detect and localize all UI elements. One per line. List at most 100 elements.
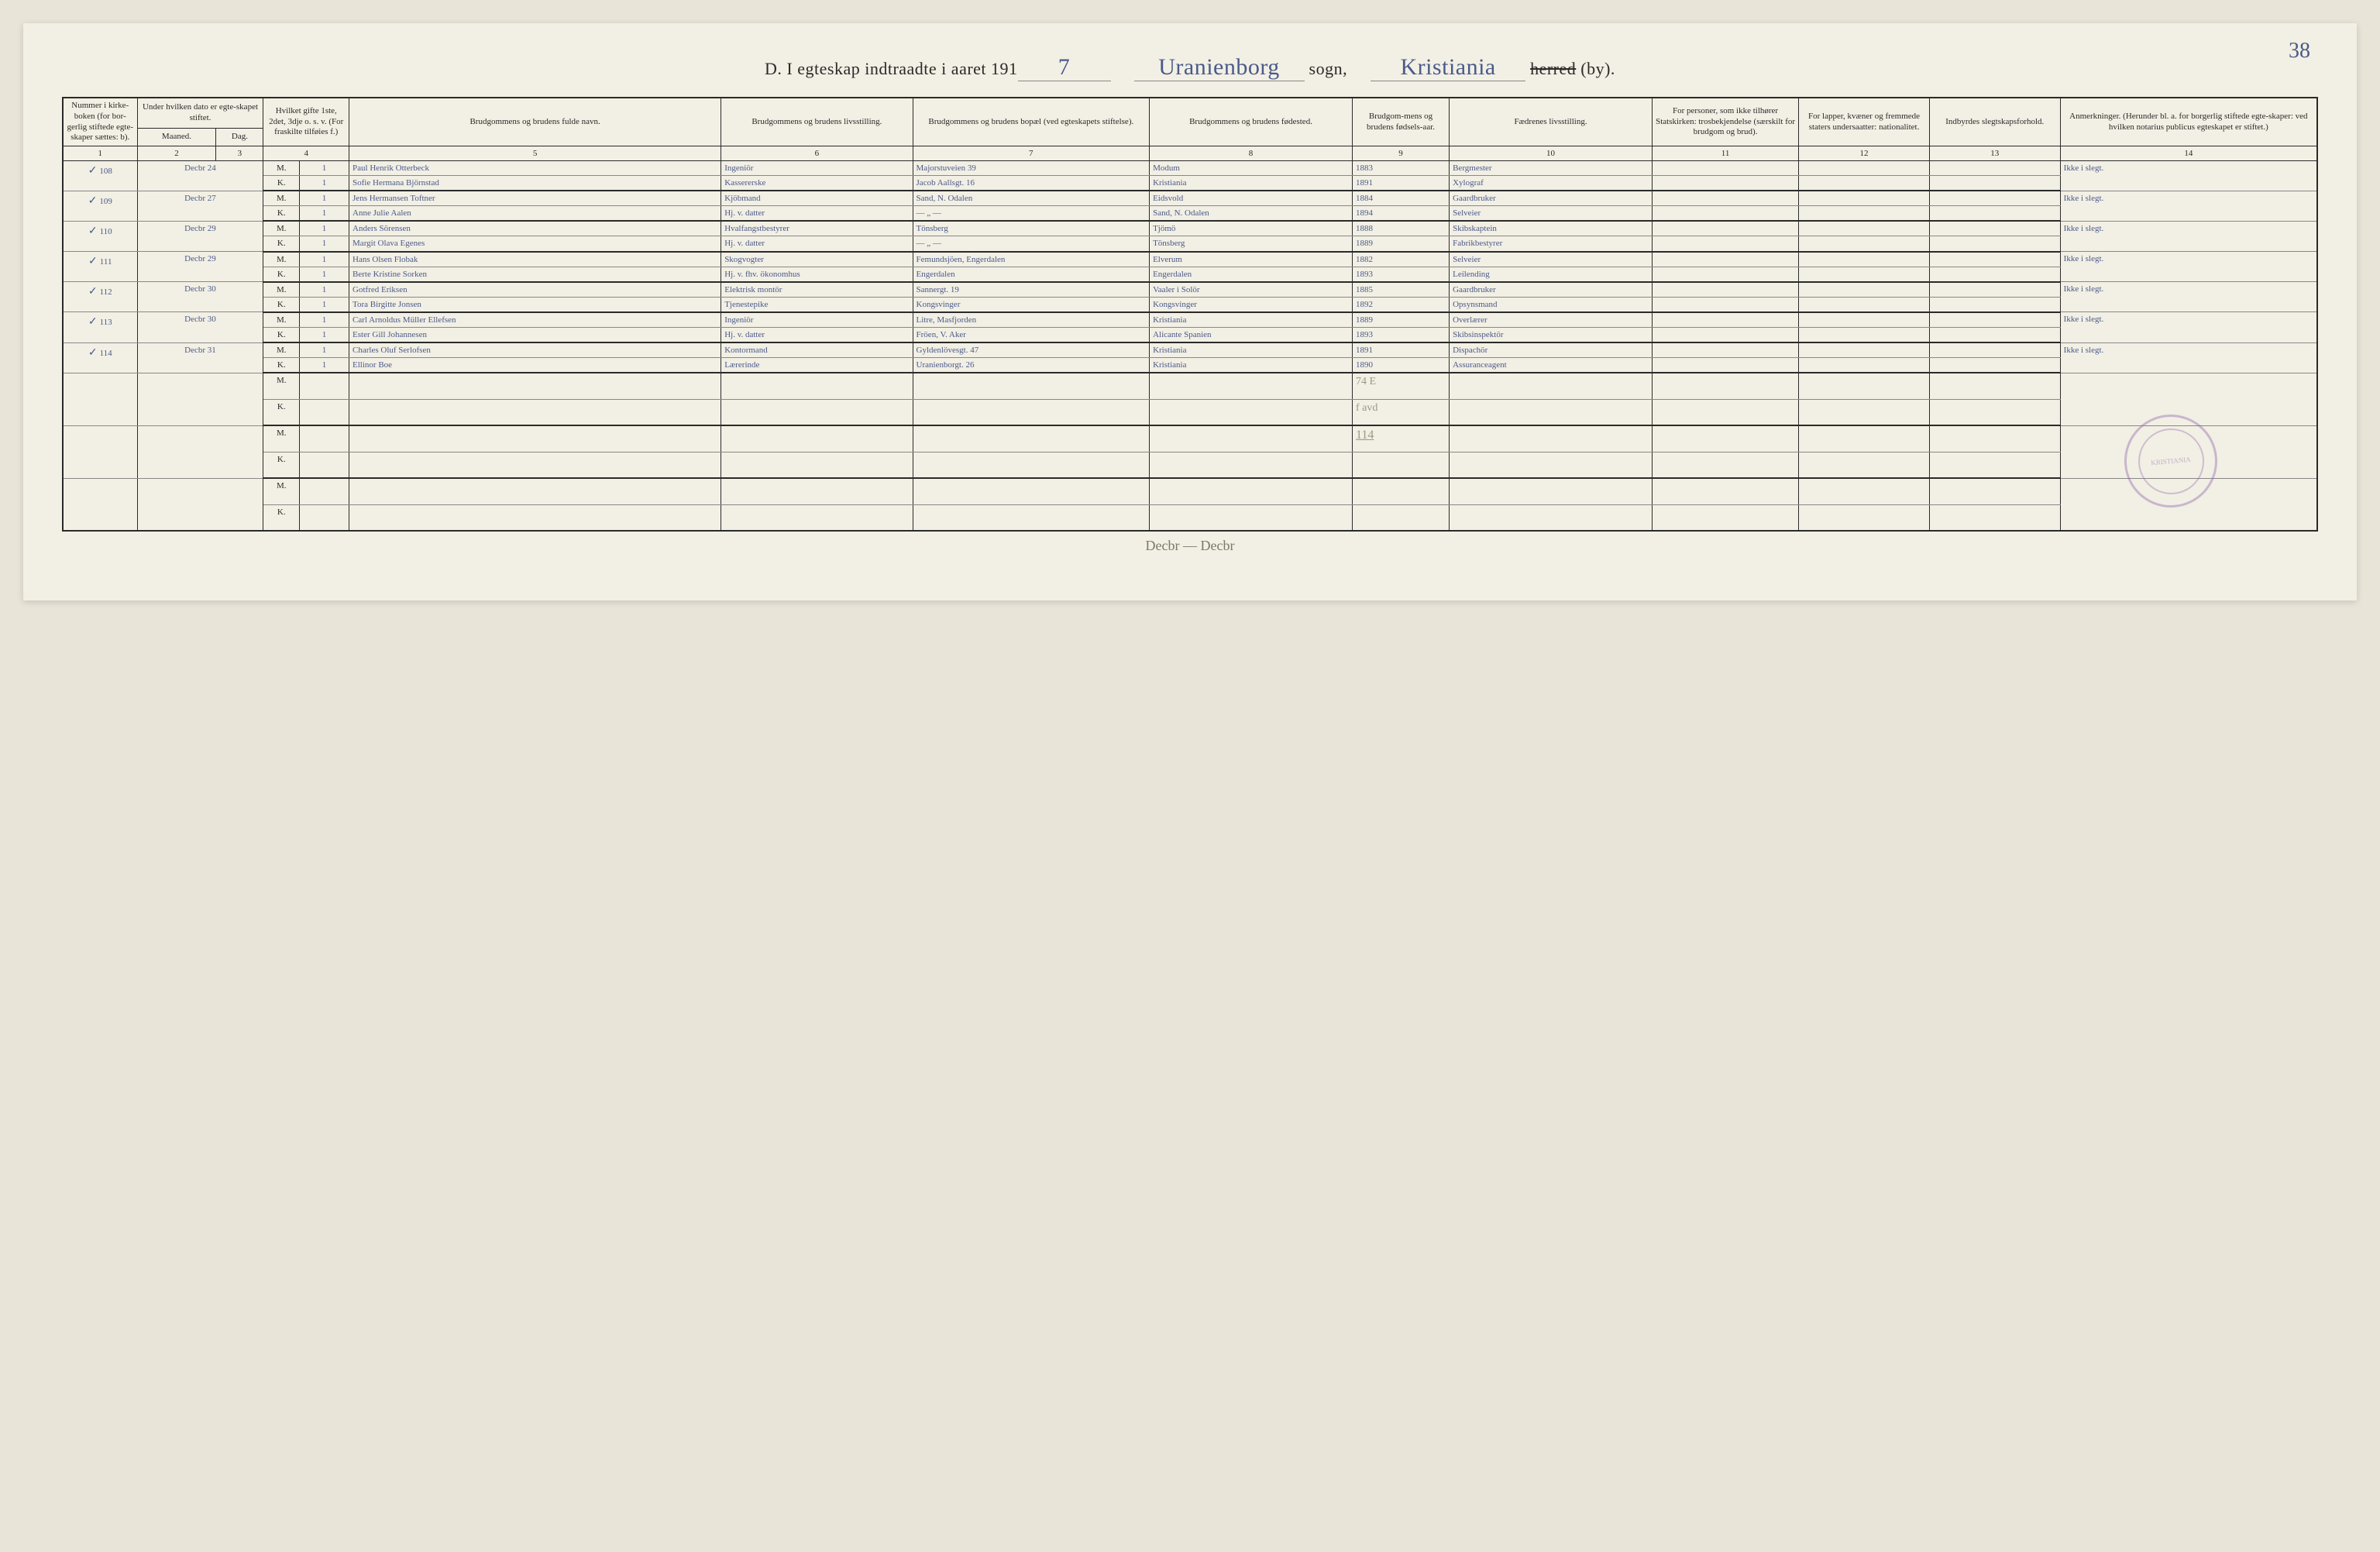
confession xyxy=(1652,206,1798,222)
kinship xyxy=(1929,478,2060,504)
confession xyxy=(1652,452,1798,478)
confession xyxy=(1652,176,1798,191)
birth-year: 1892 xyxy=(1352,297,1449,312)
birth-year: 1894 xyxy=(1352,206,1449,222)
remark: Ikke i slegt. xyxy=(2060,342,2317,373)
full-name xyxy=(349,504,721,531)
nationality xyxy=(1799,358,1930,373)
kinship xyxy=(1929,358,2060,373)
gifte: 1 xyxy=(300,236,349,252)
full-name: Ellinor Boe xyxy=(349,358,721,373)
table-row: K.1Ellinor BoeLærerindeUranienborgt. 26K… xyxy=(63,358,2317,373)
occupation xyxy=(721,399,913,425)
birth-year: 114 xyxy=(1352,425,1449,452)
col-header-9: Fædrenes livsstilling. xyxy=(1450,98,1653,146)
confession xyxy=(1652,312,1798,328)
full-name: Paul Henrik Otterbeck xyxy=(349,161,721,176)
father-occupation xyxy=(1450,452,1653,478)
table-row-empty: M.74 E xyxy=(63,373,2317,399)
full-name: Ester Gill Johannesen xyxy=(349,328,721,343)
nationality xyxy=(1799,161,1930,176)
col-header-12: Indbyrdes slegtskapsforhold. xyxy=(1929,98,2060,146)
birth-year: 1888 xyxy=(1352,221,1449,236)
residence xyxy=(913,504,1150,531)
table-row: ✓110Decbr 29M.1Anders SörensenHvalfangst… xyxy=(63,221,2317,236)
nationality xyxy=(1799,176,1930,191)
entry-number: ✓114 xyxy=(63,342,137,373)
gifte: 1 xyxy=(300,161,349,176)
kinship xyxy=(1929,191,2060,206)
table-row-empty: K. xyxy=(63,504,2317,531)
birth-year: 1893 xyxy=(1352,328,1449,343)
col-header-2: Under hvilken dato er egte-skapet stifte… xyxy=(137,98,263,128)
father-occupation xyxy=(1450,504,1653,531)
birthplace xyxy=(1150,452,1353,478)
column-number: 10 xyxy=(1450,146,1653,161)
mk-label: K. xyxy=(263,297,300,312)
gifte xyxy=(300,452,349,478)
remark: Ikke i slegt. xyxy=(2060,252,2317,282)
full-name xyxy=(349,399,721,425)
full-name xyxy=(349,425,721,452)
nationality xyxy=(1799,328,1930,343)
gifte: 1 xyxy=(300,342,349,358)
father-occupation xyxy=(1450,373,1653,399)
footer-note: Decbr — Decbr xyxy=(62,538,2318,554)
title-herred: Kristiania xyxy=(1371,54,1525,81)
mk-label: M. xyxy=(263,425,300,452)
col-header-6: Brudgommens og brudens bopæl (ved egtesk… xyxy=(913,98,1150,146)
occupation: Kassererske xyxy=(721,176,913,191)
nationality xyxy=(1799,342,1930,358)
column-number: 9 xyxy=(1352,146,1449,161)
occupation: Hvalfangstbestyrer xyxy=(721,221,913,236)
birth-year: 1889 xyxy=(1352,312,1449,328)
occupation xyxy=(721,478,913,504)
residence: Litre, Masfjorden xyxy=(913,312,1150,328)
confession xyxy=(1652,342,1798,358)
birth-year: 1891 xyxy=(1352,342,1449,358)
birth-year xyxy=(1352,504,1449,531)
residence: Fröen, V. Aker xyxy=(913,328,1150,343)
full-name: Margit Olava Egenes xyxy=(349,236,721,252)
occupation: Elektrisk montör xyxy=(721,282,913,298)
birthplace: Kristiania xyxy=(1150,176,1353,191)
entry-date: Decbr 30 xyxy=(137,282,263,312)
title-prefix: D. I egteskap indtraadte i aaret 191 xyxy=(765,59,1017,78)
gifte: 1 xyxy=(300,206,349,222)
nationality xyxy=(1799,297,1930,312)
column-number: 3 xyxy=(216,146,263,161)
col-header-day: Dag. xyxy=(216,128,263,146)
entry-number xyxy=(63,425,137,478)
father-occupation xyxy=(1450,425,1653,452)
residence: Majorstuveien 39 xyxy=(913,161,1150,176)
header-row: Nummer i kirke-boken (for bor-gerlig sti… xyxy=(63,98,2317,128)
table-row-empty: K. xyxy=(63,452,2317,478)
father-occupation: Gaardbruker xyxy=(1450,282,1653,298)
confession xyxy=(1652,373,1798,399)
table-row: K.1Berte Kristine SorkenHj. v. fhv. ökon… xyxy=(63,267,2317,282)
mk-label: M. xyxy=(263,252,300,267)
stamp-text: KRISTIANIA xyxy=(2151,456,2191,466)
occupation: Kjöbmand xyxy=(721,191,913,206)
occupation xyxy=(721,452,913,478)
gifte: 1 xyxy=(300,358,349,373)
nationality xyxy=(1799,252,1930,267)
gifte xyxy=(300,478,349,504)
mk-label: K. xyxy=(263,452,300,478)
birthplace: Tjömö xyxy=(1150,221,1353,236)
residence: Kongsvinger xyxy=(913,297,1150,312)
birthplace: Eidsvold xyxy=(1150,191,1353,206)
confession xyxy=(1652,504,1798,531)
table-row: ✓113Decbr 30M.1Carl Arnoldus Müller Elle… xyxy=(63,312,2317,328)
title-year: 7 xyxy=(1018,54,1111,81)
entry-date: Decbr 27 xyxy=(137,191,263,221)
entry-number xyxy=(63,373,137,425)
table-row: ✓112Decbr 30M.1Gotfred EriksenElektrisk … xyxy=(63,282,2317,298)
kinship xyxy=(1929,252,2060,267)
birthplace: Kristiania xyxy=(1150,358,1353,373)
mk-label: M. xyxy=(263,191,300,206)
birth-year: 1883 xyxy=(1352,161,1449,176)
father-occupation: Skibskaptein xyxy=(1450,221,1653,236)
col-header-8: Brudgom-mens og brudens fødsels-aar. xyxy=(1352,98,1449,146)
full-name: Hans Olsen Flobak xyxy=(349,252,721,267)
